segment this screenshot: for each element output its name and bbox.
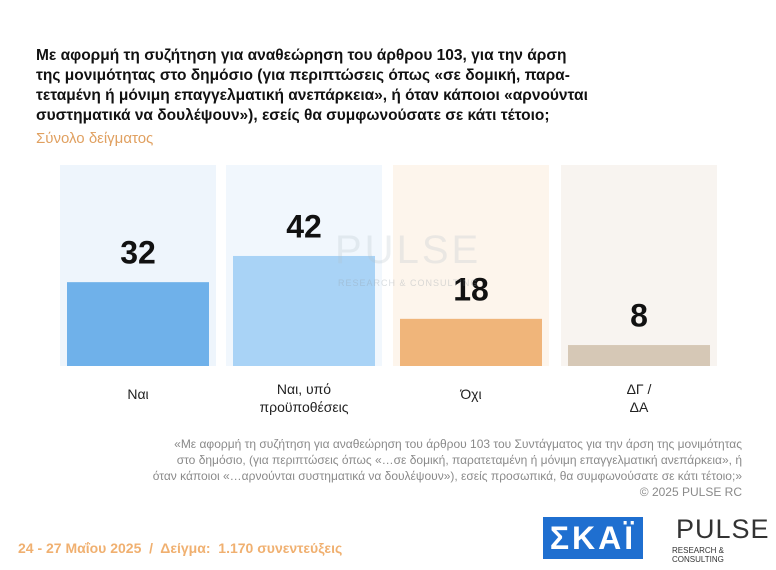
bar [568,345,710,366]
category-label: Όχι [460,386,482,402]
chart-title: Με αφορμή τη συζήτηση για αναθεώρηση του… [36,47,588,124]
bar [400,318,542,366]
value-label: 18 [453,271,489,307]
logo-pulse-sub: RESEARCH & CONSULTING [672,546,725,564]
value-label: 42 [286,208,322,244]
value-label: 8 [630,297,648,333]
bar [67,282,209,366]
value-label: 32 [120,235,156,271]
logo-pulse: PULSE [676,514,770,544]
watermark: PULSE [335,228,482,272]
panel [561,165,717,366]
category-label: Ναι, υπό προϋποθέσεις [259,381,349,415]
category-label: Ναι [127,386,149,402]
logo-skai: ΣΚΑΪ [543,517,643,559]
footer: 24 - 27 Μαΐου 2025 / Δείγμα: 1.170 συνεν… [18,540,343,556]
bar [233,255,375,366]
subtitle: Σύνολο δείγματος [36,130,154,147]
category-label: ΔΓ / ΔΑ [626,381,652,415]
footnote: «Με αφορμή τη συζήτηση για αναθεώρηση το… [152,437,742,499]
chart: 32 42 18 8 [60,165,717,366]
watermark-sub: RESEARCH & CONSULTING [338,278,479,288]
